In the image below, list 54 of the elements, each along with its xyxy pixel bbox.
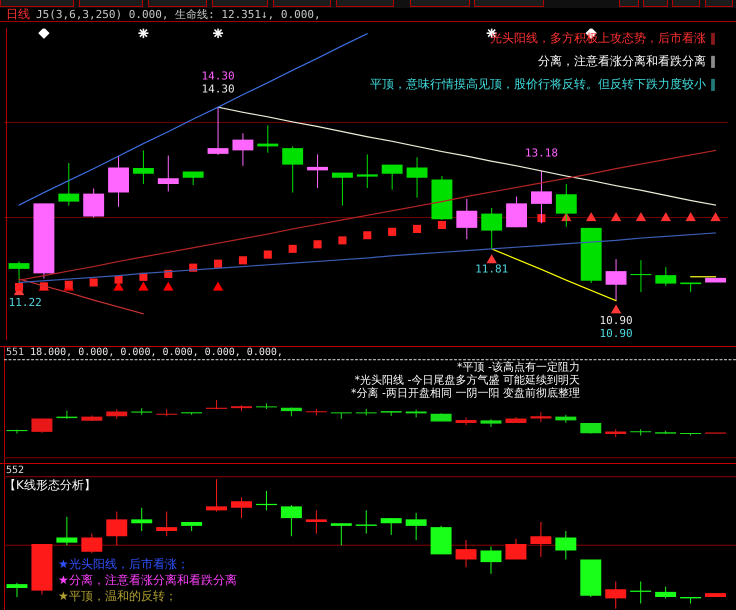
- text: *光头阳线 -今日尾盘多方气盛 可能延续到明天: [354, 373, 580, 386]
- annotation: 10.90: [599, 327, 633, 340]
- point: [660, 212, 671, 222]
- annotation: 平顶，意味行情摸高见顶，股价行将反转。但反转下跌力度较小 ‖: [370, 77, 716, 92]
- annotation: ★分离，注意看涨分离和看跌分离: [58, 573, 237, 588]
- candlestick: [307, 154, 328, 188]
- annotation: 光头阳线，多方积极上攻态势，后市看涨 ‖: [490, 31, 716, 46]
- point: [163, 282, 174, 291]
- annotation: 分离，注意看涨分离和看跌分离 ‖: [538, 54, 716, 68]
- point: [114, 282, 124, 291]
- chart-title: 日线: [6, 7, 30, 21]
- point: [686, 212, 696, 222]
- point: [138, 282, 148, 291]
- point: [611, 212, 621, 222]
- point: [363, 231, 372, 240]
- point: [338, 236, 346, 244]
- annotation: 11.22: [8, 296, 42, 309]
- annotation: ★光头阳线，后市看涨；: [58, 557, 189, 572]
- annotation: 14.30: [201, 70, 235, 83]
- candlestick: [206, 400, 228, 410]
- point: [710, 212, 720, 222]
- annotation: ★平顶，温和的反转；: [58, 589, 177, 604]
- point: [15, 282, 24, 292]
- text: *平顶 -该高点有一定阻力: [457, 360, 580, 374]
- chart-subtitle: 【K线形态分析】: [4, 478, 96, 493]
- point: [214, 260, 222, 268]
- point: [38, 28, 50, 39]
- point: [238, 256, 247, 264]
- point: [264, 250, 272, 259]
- chart-subtitle: J5(3,6,3,250) 0.000, 生命线: 12.351↓, 0.000,: [36, 8, 321, 21]
- chart-title: 551: [6, 347, 24, 358]
- point: [388, 228, 396, 236]
- text: *分离 -两日开盘相同 一阴一阳 变盘前彻底整理: [351, 386, 580, 400]
- point: [90, 278, 98, 287]
- point: [611, 304, 621, 314]
- point: [486, 254, 497, 264]
- point: [586, 212, 596, 222]
- chart-title: 552: [5, 465, 26, 477]
- annotation: 13.18: [524, 146, 558, 160]
- point: [288, 244, 297, 253]
- point: [636, 212, 646, 222]
- point: [138, 28, 150, 39]
- candlestick: [356, 510, 377, 534]
- point: [413, 224, 422, 234]
- point: [212, 28, 224, 39]
- point: [314, 240, 322, 248]
- chart-subtitle: 18.000, 0.000, 0.000, 0.000, 0.000, 0.000,: [30, 347, 283, 358]
- annotation: 14.30: [201, 82, 235, 96]
- annotation: 11.81: [475, 262, 508, 276]
- candlestick: [630, 582, 652, 604]
- point: [438, 220, 446, 230]
- annotation: 10.90: [599, 314, 633, 328]
- point: [213, 282, 223, 291]
- point: [114, 276, 123, 284]
